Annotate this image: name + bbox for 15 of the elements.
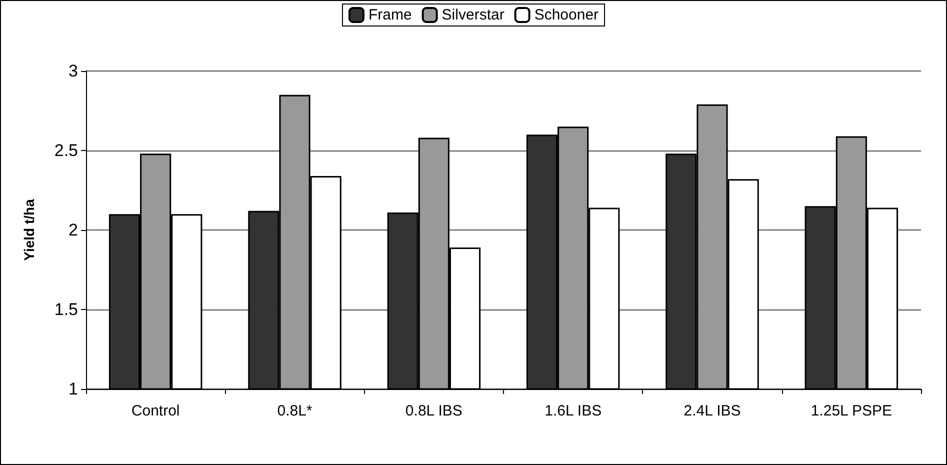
- y-tick-label: 1: [68, 380, 78, 398]
- x-tick-label: 0.8L*: [277, 402, 312, 420]
- x-tick-label: 0.8L IBS: [405, 402, 462, 420]
- x-tick-label: 1.25L PSPE: [810, 402, 892, 420]
- x-tick-label: 2.4L IBS: [684, 402, 741, 420]
- y-tick-label: 1.5: [54, 300, 78, 319]
- y-tick-label: 3: [68, 62, 78, 80]
- legend-label: Frame: [368, 6, 412, 24]
- legend-label: Silverstar: [442, 6, 504, 24]
- y-axis-title: Yield t/ha: [21, 198, 37, 261]
- x-tick-label: 1.6L IBS: [544, 402, 602, 420]
- y-tick-label: 2.5: [54, 141, 78, 160]
- legend-label: Schooner: [534, 6, 599, 24]
- x-tick-label: Control: [131, 402, 180, 420]
- y-tick-label: 2: [68, 220, 78, 240]
